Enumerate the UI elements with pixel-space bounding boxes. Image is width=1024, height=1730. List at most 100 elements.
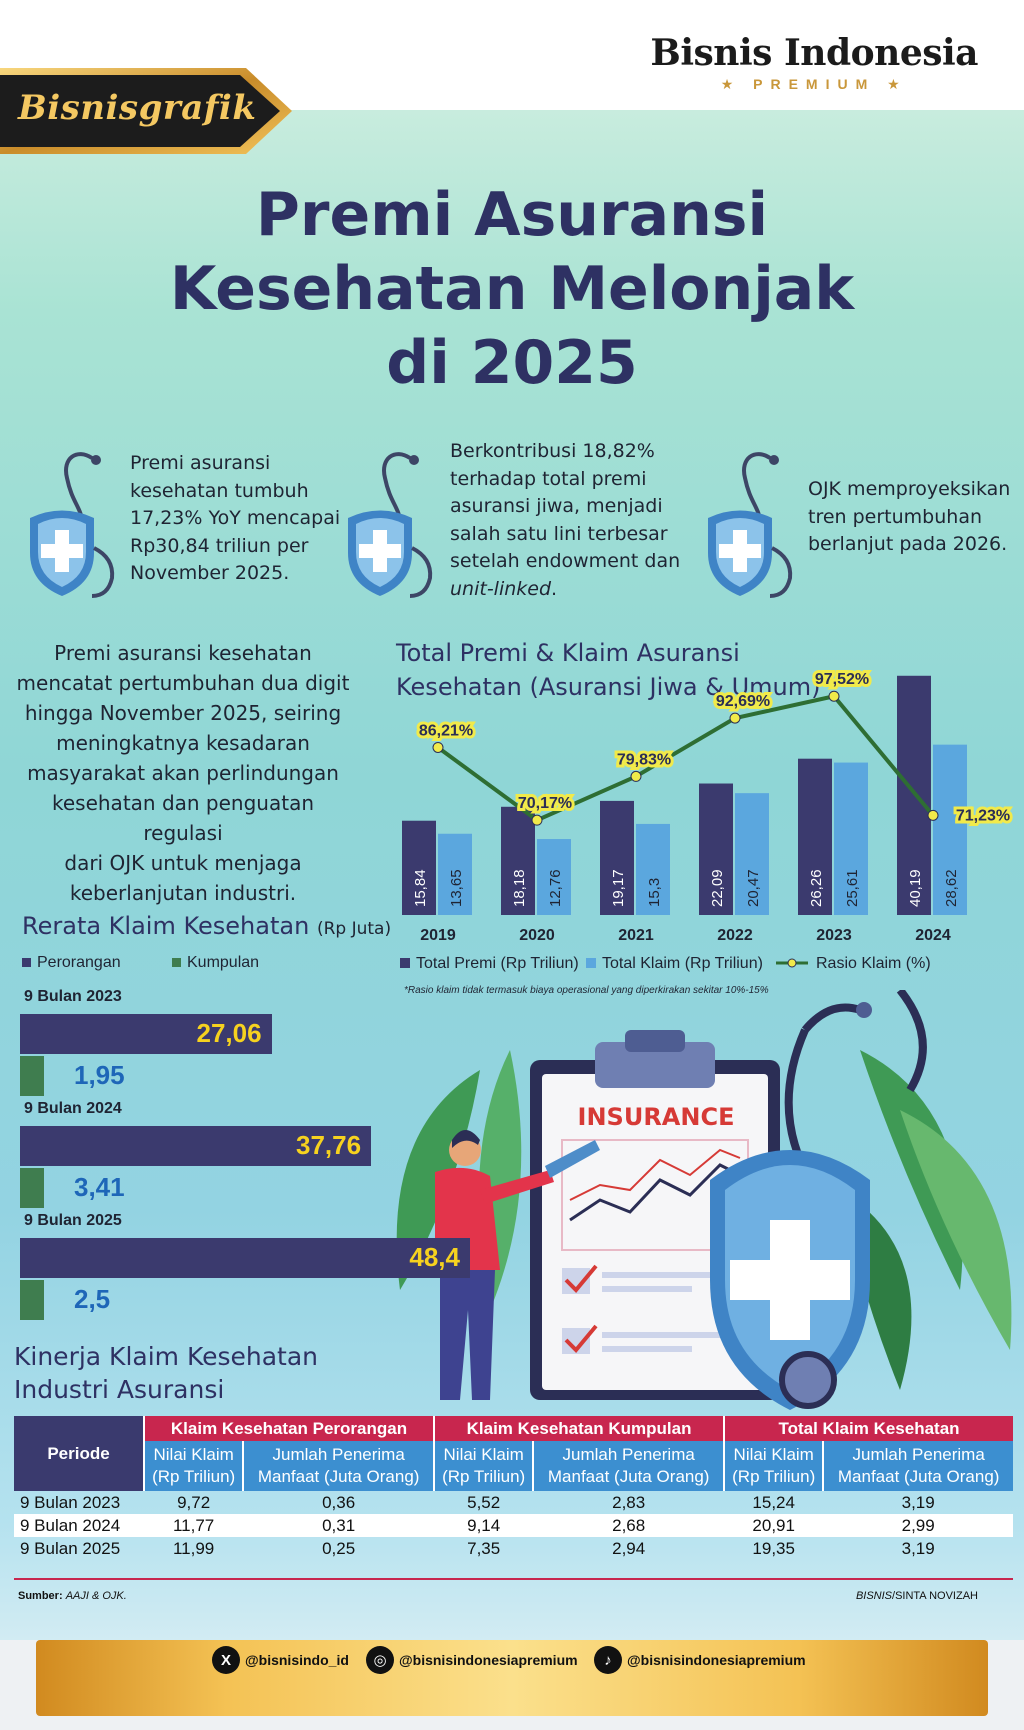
source-value: AAJI & OJK. (65, 1590, 127, 1602)
highlight-1-line: November 2025. (130, 562, 290, 584)
x-icon: X (212, 1646, 240, 1674)
x-tick-label: 2020 (519, 927, 555, 944)
col-periode: Periode (14, 1416, 144, 1491)
credit-note: BISNIS/SINTA NOVIZAH (856, 1590, 978, 1602)
klaim-bar (438, 833, 472, 915)
table-cell: 9 Bulan 2024 (14, 1514, 144, 1537)
klaim-bar (834, 762, 868, 915)
premi-klaim-chart: 15,84 13,65 2019 18,18 12,76 2020 19,17 15,3 202… (400, 668, 1013, 972)
x-tick-label: 2024 (915, 927, 951, 944)
premi-bar-label: 26,26 (808, 869, 825, 907)
publisher-name: Bisnis Indonesia (650, 32, 978, 74)
col-line: Nilai Klaim (733, 1445, 814, 1464)
premi-chart-title: Total Premi & Klaim Asuransi Kesehatan (… (396, 636, 821, 704)
table-cell: 2,68 (533, 1514, 725, 1537)
klaim-bar-label: 13,65 (448, 869, 465, 907)
x-tick-label: 2019 (420, 927, 456, 944)
col-line: Nilai Klaim (443, 1445, 524, 1464)
rasio-point (630, 770, 642, 782)
premi-bar (402, 820, 436, 915)
person-hair (452, 1130, 480, 1148)
intro-paragraph: Premi asuransi kesehatan mencatat pertum… (12, 638, 354, 908)
perorangan-value: 37,76 (295, 1130, 362, 1160)
legend-label: Perorangan (37, 954, 121, 971)
highlight-2-line: terhadap total premi (450, 467, 647, 490)
table-cell: 0,25 (322, 1538, 356, 1558)
col-nilai-klaim: Nilai Klaim (Rp Triliun) (142, 1441, 244, 1491)
health-shield-stethoscope-icon (348, 452, 433, 598)
premi-bar (600, 800, 634, 915)
insurance-illustration: INSURANCE (396, 990, 1012, 1410)
claims-table: Periode Klaim Kesehatan Perorangan Klaim… (14, 1416, 1013, 1560)
rasio-label: 71,23% (956, 807, 1010, 824)
table-cell: 20,91 (724, 1514, 824, 1537)
board-chart-line (569, 1148, 741, 1201)
table-cell: 7,35 (467, 1538, 501, 1558)
source-note: Sumber: AAJI & OJK. (18, 1590, 127, 1602)
x-tick-label: 2022 (717, 927, 753, 944)
social-instagram[interactable]: ◎ @bisnisindonesiapremium (366, 1646, 578, 1674)
table-row: 9 Bulan 2023 9,72 0,36 5,52 2,83 15,24 3… (14, 1491, 1013, 1514)
legend-swatch (172, 958, 181, 968)
title-line-1: Premi Asuransi (255, 180, 769, 250)
legend-label: Total Klaim (Rp Triliun) (602, 955, 763, 972)
check-mark-icon (564, 1264, 598, 1293)
highlight-2-line: salah satu lini terbesar (450, 522, 668, 545)
kumpulan-bar (20, 1280, 44, 1320)
cross-icon (730, 1260, 850, 1300)
social-tiktok[interactable]: ♪ @bisnisindonesiapremium (594, 1646, 806, 1674)
klaim-bar (537, 839, 571, 915)
clipboard-clip (595, 1042, 715, 1088)
kumpulan-value: 3,41 (74, 1172, 125, 1202)
rerata-unit: (Rp Juta) (316, 919, 392, 939)
board-line (602, 1346, 692, 1352)
period-label: 9 Bulan 2025 (24, 1212, 122, 1229)
social-handle: @bisnisindonesiapremium (627, 1652, 806, 1668)
premi-chart-title-line: Total Premi & Klaim Asuransi (396, 639, 740, 667)
leaf-shape (860, 1050, 963, 1290)
legend-label: Total Premi (Rp Triliun) (416, 955, 579, 972)
tiktok-icon: ♪ (594, 1646, 622, 1674)
social-x[interactable]: X @bisnisindo_id (212, 1646, 349, 1674)
rasio-label: 97,52% (815, 671, 869, 688)
highlight-2-tail: . (551, 577, 558, 600)
intro-line: kesehatan dan penguatan regulasi (51, 791, 315, 845)
col-line: Manfaat (Juta Orang) (837, 1467, 1000, 1486)
credit-b: /SINTA NOVIZAH (892, 1590, 978, 1602)
intro-line: dari OJK untuk menjaga (64, 851, 302, 875)
legend-label: Kumpulan (187, 954, 260, 971)
period-label: 9 Bulan 2024 (24, 1100, 122, 1117)
instagram-icon: ◎ (366, 1646, 394, 1674)
page-title: Premi Asuransi Kesehatan Melonjak di 202… (0, 178, 1024, 400)
legend-label: Rasio Klaim (%) (816, 955, 931, 972)
group-total: Total Klaim Kesehatan (723, 1416, 1013, 1441)
board-line (602, 1272, 722, 1278)
group-kumpulan: Klaim Kesehatan Kumpulan (433, 1416, 725, 1441)
klaim-bar-label: 15,3 (646, 878, 663, 907)
health-shield-stethoscope-icon (30, 452, 115, 598)
rerata-title: Rerata Klaim Kesehatan (Rp Juta) (22, 912, 391, 940)
table-row: 9 Bulan 2025 11,99 0,25 7,35 2,94 19,35 … (14, 1537, 1013, 1560)
highlight-3-line: OJK memproyeksikan (808, 478, 1011, 500)
col-line: Jumlah Penerima (852, 1445, 985, 1464)
check-mark-icon (564, 1324, 598, 1353)
premi-chart-title-line: Kesehatan (Asuransi Jiwa & Umum) (396, 673, 821, 701)
table-cell: 2,94 (612, 1538, 646, 1558)
stethoscope-tube (801, 1003, 862, 1033)
col-line: (Rp Triliun) (732, 1467, 816, 1486)
clipboard-clip-top (625, 1030, 685, 1052)
table-title: Kinerja Klaim Kesehatan Industri Asurans… (14, 1340, 318, 1406)
brand-title: Bisnisgrafik (18, 88, 257, 128)
premi-bar-label: 18,18 (511, 869, 528, 907)
kumpulan-bar (20, 1056, 44, 1096)
table-cell: 9,14 (434, 1514, 534, 1537)
klaim-bar (636, 823, 670, 915)
credit-a: BISNIS (855, 1590, 893, 1602)
kumpulan-value: 2,5 (74, 1284, 111, 1314)
premi-bar (699, 783, 733, 915)
social-handle: @bisnisindo_id (245, 1652, 349, 1668)
col-line: Jumlah Penerima (562, 1445, 695, 1464)
intro-line: Premi asuransi kesehatan (54, 641, 312, 665)
rasio-point (729, 712, 741, 724)
x-tick-label: 2023 (816, 927, 852, 944)
